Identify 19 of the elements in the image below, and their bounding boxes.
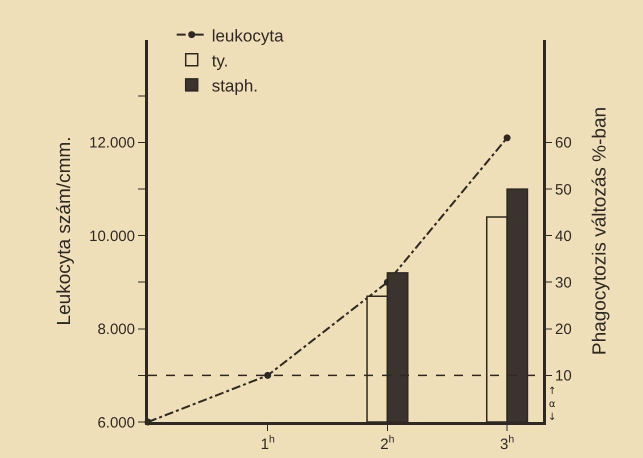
x-tick-label: 2$^{h}$ [380,434,395,453]
y-tick-label: 12.000 [89,134,135,152]
legend-label: staph. [212,76,258,96]
y-tick-label: 10.000 [89,228,135,245]
x-tick-label: 3$^{h}$ [500,434,514,453]
y2-tick-label: 10 [555,368,572,385]
y-tick-label: 8.000 [97,321,135,338]
legend-label: leukocyta [212,26,284,46]
y2-tick-label: 40 [555,228,572,245]
y2-axis-title: Phagocytozis változás %-ban [589,106,610,356]
y2-tick-label: 30 [555,274,572,292]
y2-tick-label: 50 [555,181,572,198]
legend-label: ty. [212,51,228,70]
text: ↑α↓ [548,386,556,423]
y-tick-label: 6.000 [97,414,135,432]
y-axis-title: Leukocyta szám/cmm. [54,136,75,326]
x-tick-label: 1$^{h}$ [260,434,275,453]
y2-tick-label: 60 [555,134,572,152]
y2-tick-label: 20 [555,321,572,338]
